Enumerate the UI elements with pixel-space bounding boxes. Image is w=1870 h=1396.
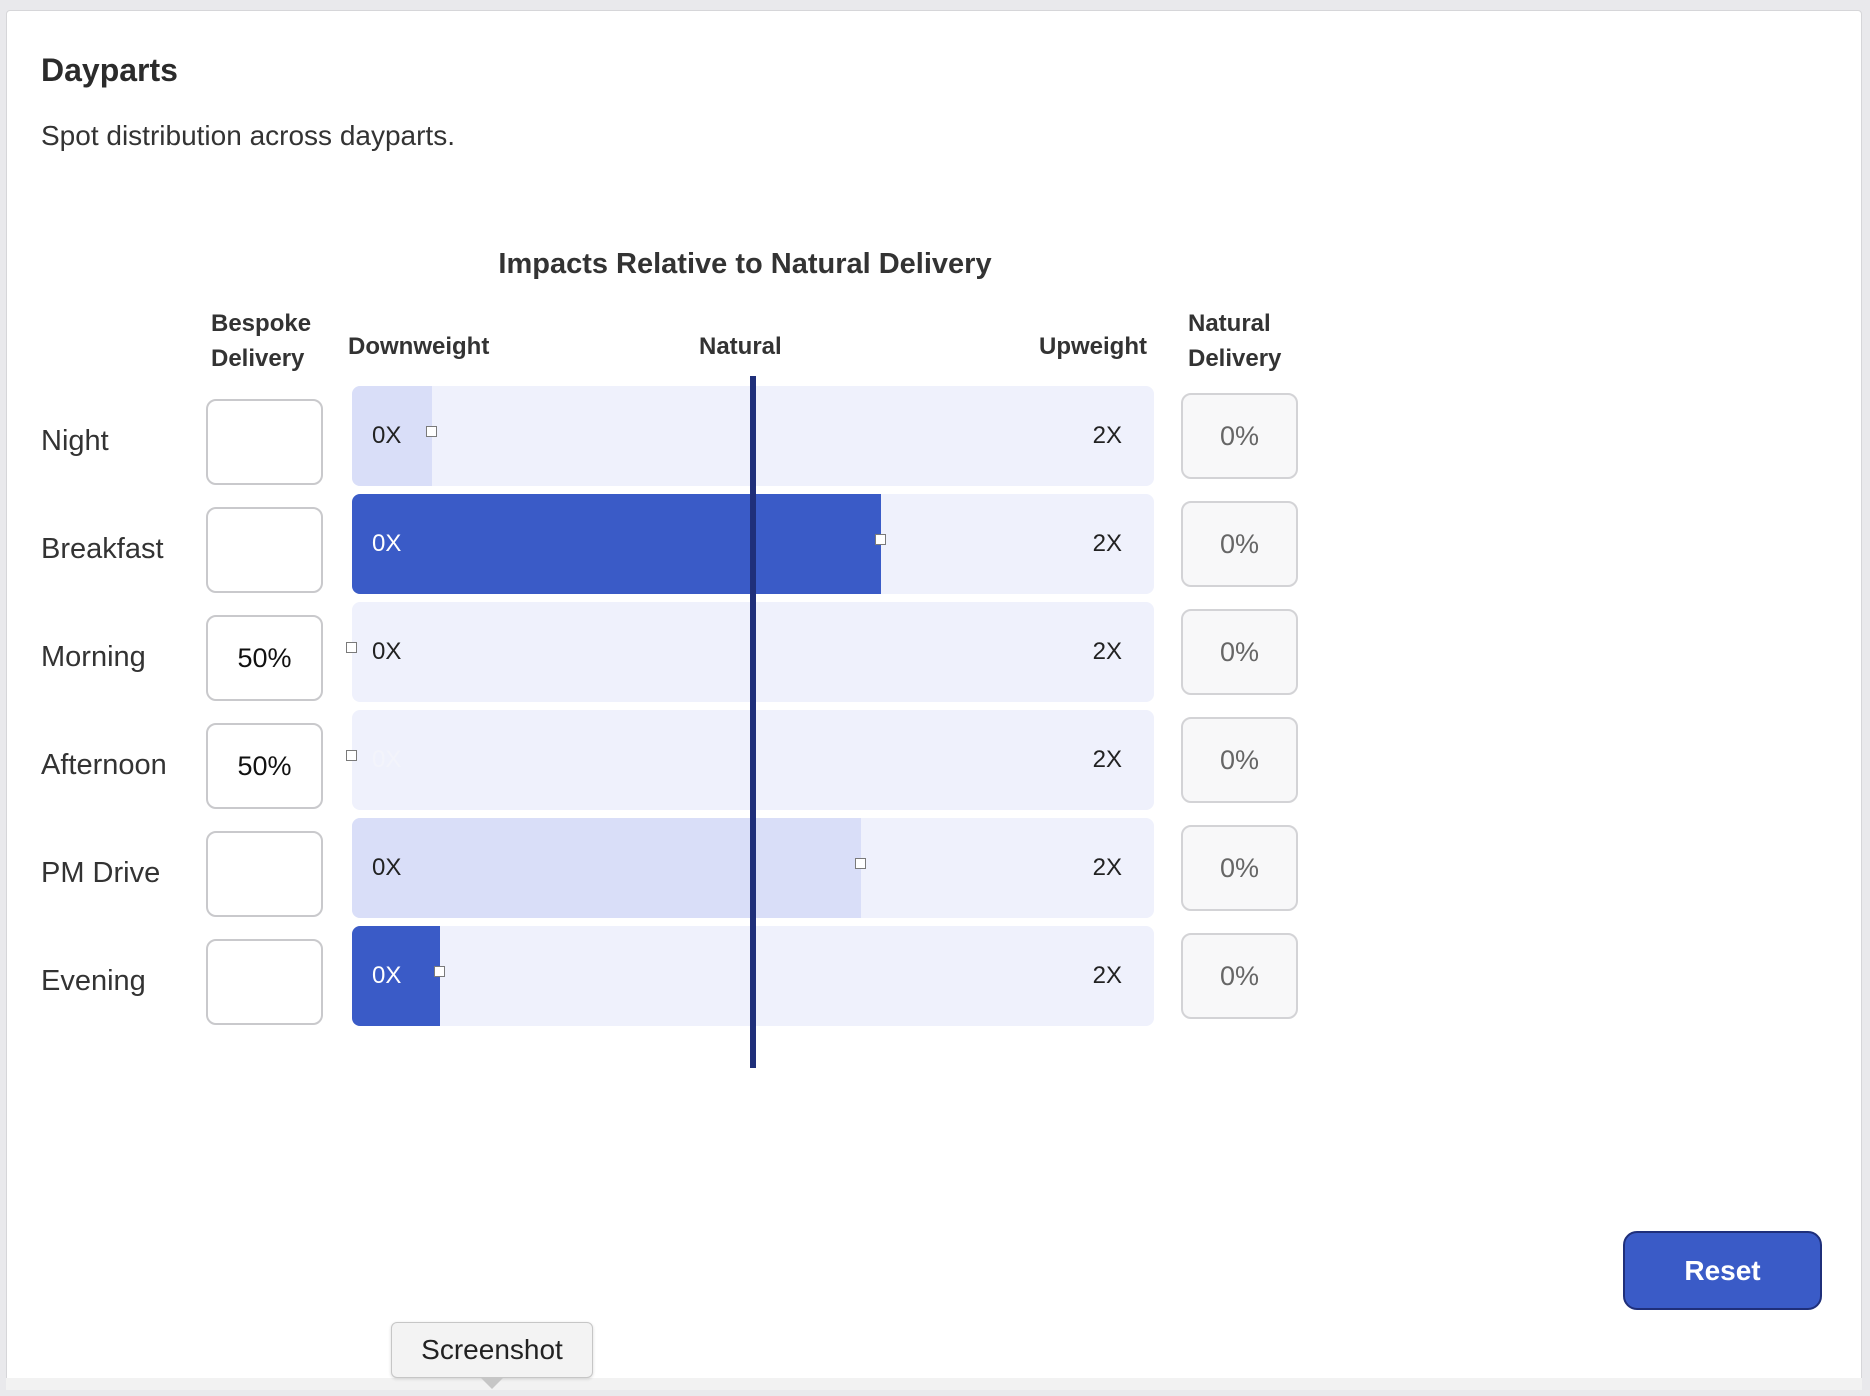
daypart-label: Breakfast xyxy=(41,533,164,565)
slider-min-label: 0X xyxy=(372,638,402,665)
slider-handle[interactable] xyxy=(434,966,445,977)
natural-delivery-value: 0% xyxy=(1181,825,1298,911)
natural-delivery-header: Natural Delivery xyxy=(1188,310,1282,372)
slider-handle[interactable] xyxy=(346,642,357,653)
bespoke-delivery-input[interactable]: 50% xyxy=(206,723,323,809)
daypart-label: Afternoon xyxy=(41,749,167,781)
daypart-label: Morning xyxy=(41,641,146,673)
slider-min-label: 0X xyxy=(372,854,402,881)
bespoke-delivery-input[interactable]: 50% xyxy=(206,615,323,701)
slider-handle[interactable] xyxy=(855,858,866,869)
bespoke-delivery-input[interactable] xyxy=(206,831,323,917)
tooltip-arrow xyxy=(480,1377,504,1389)
reset-button[interactable]: Reset xyxy=(1623,1231,1822,1310)
slider-handle[interactable] xyxy=(426,426,437,437)
slider-fill xyxy=(352,386,432,486)
slider-min-label: 0X xyxy=(372,962,402,989)
screenshot-tooltip: Screenshot xyxy=(391,1322,593,1378)
bespoke-delivery-header: Bespoke Delivery xyxy=(211,310,312,372)
slider-fill xyxy=(352,818,861,918)
bespoke-delivery-input[interactable] xyxy=(206,507,323,593)
bespoke-delivery-input[interactable] xyxy=(206,399,323,485)
natural-delivery-value: 0% xyxy=(1181,501,1298,587)
bespoke-delivery-input[interactable] xyxy=(206,939,323,1025)
slider-handle[interactable] xyxy=(346,750,357,761)
slider-fill xyxy=(352,926,440,1026)
slider-max-label: 2X xyxy=(1092,422,1122,449)
slider-max-label: 2X xyxy=(1092,638,1122,665)
section-subtitle: Spot distribution across dayparts. xyxy=(41,120,455,151)
natural-delivery-value: 0% xyxy=(1181,933,1298,1019)
slider-max-label: 2X xyxy=(1092,530,1122,557)
daypart-label: Night xyxy=(41,425,109,457)
slider-min-label: 0X xyxy=(372,530,402,557)
slider-max-label: 2X xyxy=(1092,854,1122,881)
slider-fill xyxy=(352,494,881,594)
upweight-header: Upweight xyxy=(1039,333,1147,360)
bottom-strip xyxy=(6,1378,1862,1390)
slider-max-label: 2X xyxy=(1092,746,1122,773)
slider-handle[interactable] xyxy=(875,534,886,545)
natural-delivery-value: 0% xyxy=(1181,609,1298,695)
slider-max-label: 2X xyxy=(1092,962,1122,989)
natural-delivery-value: 0% xyxy=(1181,393,1298,479)
natural-header: Natural xyxy=(699,333,782,360)
natural-delivery-value: 0% xyxy=(1181,717,1298,803)
daypart-label: Evening xyxy=(41,965,146,997)
chart-heading: Impacts Relative to Natural Delivery xyxy=(498,248,992,280)
slider-min-label: 0X xyxy=(372,422,402,449)
slider-min-label: 0X xyxy=(372,746,402,773)
natural-reference-line xyxy=(750,376,756,1068)
section-title: Dayparts xyxy=(41,52,178,88)
daypart-label: PM Drive xyxy=(41,857,161,889)
downweight-header: Downweight xyxy=(348,333,490,360)
